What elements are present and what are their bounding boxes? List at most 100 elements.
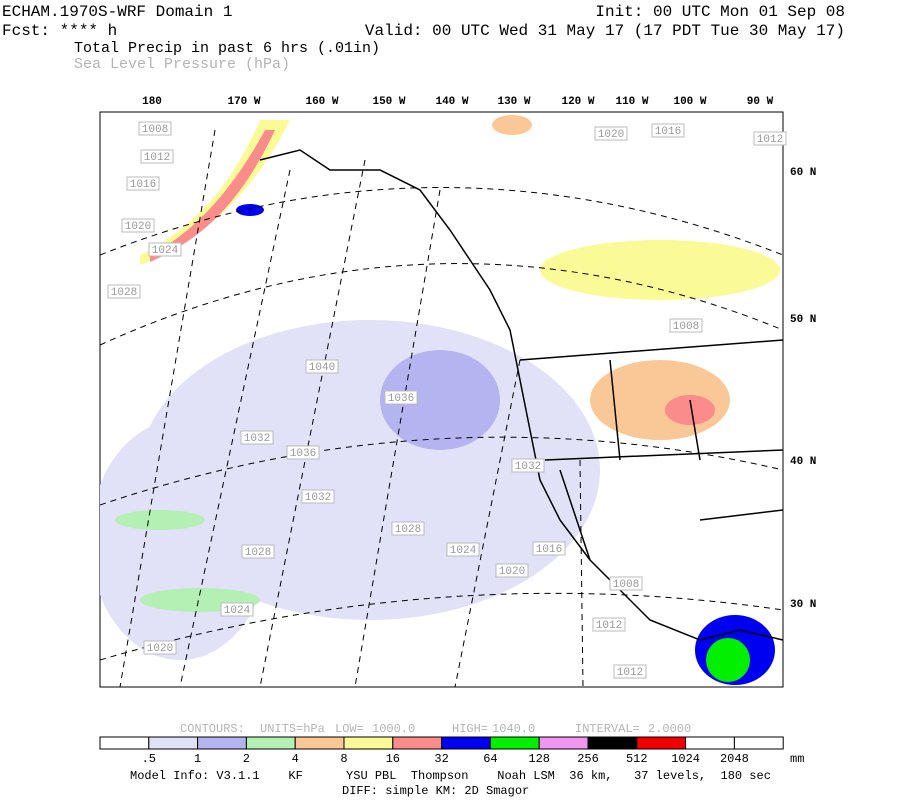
precip-area	[492, 115, 532, 135]
contour-label-box	[753, 131, 787, 146]
contour-label-box	[121, 218, 155, 233]
contour-label: 1012	[144, 152, 170, 164]
contour-label-box	[126, 176, 160, 191]
longitude-label: 120 W	[561, 96, 594, 108]
contour-high-label: HIGH=	[452, 722, 488, 736]
precip-core	[236, 204, 264, 216]
contour-label: 1008	[673, 321, 699, 333]
precip-core	[706, 638, 750, 682]
contour-label: 1024	[450, 545, 477, 557]
contour-label: 1028	[111, 287, 137, 299]
latitude-label: 50 N	[790, 314, 816, 326]
contour-label-box	[107, 284, 141, 299]
contour-label-box	[240, 430, 274, 445]
colorbar-label: 8	[340, 752, 347, 766]
latitude-label: 30 N	[790, 599, 816, 611]
colorbar: .5 1 2 4 8 16 32 64 128 256 512 1024 2048	[99, 736, 784, 766]
colorbar-swatch	[148, 736, 199, 750]
valid-time: Valid: 00 UTC Wed 31 May 17 (17 PDT Tue …	[365, 22, 845, 40]
longitude-label: 140 W	[435, 96, 468, 108]
colorbar-label: 1024	[671, 752, 700, 766]
forecast-hour: Fcst: **** h	[2, 22, 117, 40]
contour-label: 1020	[147, 643, 173, 655]
contour-label: 1028	[245, 547, 271, 559]
colorbar-label: 128	[528, 752, 550, 766]
contour-low-label: LOW=	[335, 722, 364, 736]
contour-label: 1012	[617, 667, 643, 679]
contour-label: 1012	[757, 134, 783, 146]
contour-label: 1020	[125, 221, 151, 233]
longitude-label: 100 W	[673, 96, 706, 108]
colorbar-swatch	[294, 736, 345, 750]
contour-label: 1020	[598, 129, 624, 141]
colorbar-swatch	[685, 736, 735, 750]
colorbar-swatch	[587, 736, 638, 750]
precip-area	[100, 420, 270, 660]
contour-label: 1020	[499, 566, 525, 578]
footer-diff: DIFF: simple KM: 2D Smagor	[342, 784, 529, 798]
graticule	[100, 129, 783, 687]
model-title: ECHAM.1970S-WRF Domain 1	[2, 3, 232, 21]
contour-labels: 1008101210161020102410281040103610321036…	[107, 121, 787, 679]
colorbar-swatch	[733, 736, 784, 750]
contour-label-box	[384, 390, 418, 405]
contour-label: 1016	[536, 544, 562, 556]
colorbar-swatch	[538, 736, 589, 750]
field-slp: Sea Level Pressure (hPa)	[74, 56, 290, 73]
contour-label-box	[140, 149, 174, 164]
longitude-label: 90 W	[747, 96, 774, 108]
contour-label-box	[592, 617, 626, 632]
colorbar-label: 64	[483, 752, 497, 766]
colorbar-label: 32	[434, 752, 448, 766]
contour-label-box	[286, 445, 320, 460]
contour-label: 1040	[309, 362, 335, 374]
contour-label-box	[669, 318, 703, 333]
contour-caption: CONTOURS:	[180, 722, 245, 736]
colorbar-label: .5	[142, 752, 156, 766]
longitude-label: 130 W	[497, 96, 530, 108]
coastline	[259, 149, 783, 641]
colorbar-label: 4	[292, 752, 299, 766]
latitude-label: 60 N	[790, 167, 816, 179]
colorbar-label: 1	[194, 752, 201, 766]
colorbar-label: 16	[386, 752, 400, 766]
colorbar-label: 256	[577, 752, 599, 766]
contour-label: 1028	[395, 524, 421, 536]
contour-units: UNITS=hPa	[260, 722, 325, 736]
contour-label-box	[301, 489, 335, 504]
contour-label-box	[148, 242, 182, 257]
contour-label-box	[305, 359, 339, 374]
borders	[519, 339, 783, 561]
longitude-labels: 180 170 W 160 W 150 W 140 W 130 W 120 W 110 W 10…	[142, 96, 774, 108]
contour-label-box	[391, 521, 425, 536]
contour-label-box	[532, 541, 566, 556]
contour-label-box	[594, 126, 628, 141]
init-time: Init: 00 UTC Mon 01 Sep 08	[595, 3, 845, 21]
colorbar-swatch	[343, 736, 394, 750]
colorbar-label: 2	[243, 752, 250, 766]
precip-area	[540, 240, 780, 300]
colorbar-label: 512	[626, 752, 648, 766]
longitude-label: 170 W	[227, 96, 260, 108]
map: 180 170 W 160 W 150 W 140 W 130 W 120 W 110 W 10…	[99, 96, 816, 688]
contour-label-box	[143, 640, 177, 655]
contour-label: 1012	[596, 620, 622, 632]
contour-label-box	[495, 563, 529, 578]
contour-info: CONTOURS: UNITS=hPa LOW= 1000.0 HIGH= 10…	[180, 722, 691, 736]
colorbar-swatch	[489, 736, 540, 750]
longitude-label: 150 W	[372, 96, 405, 108]
contour-label: 1024	[152, 245, 179, 257]
longitude-label: 180	[142, 96, 162, 108]
contour-label: 1008	[142, 124, 168, 136]
contour-label: 1032	[244, 433, 270, 445]
colorbar-swatch	[441, 736, 491, 750]
contour-label-box	[651, 123, 685, 138]
contour-label-box	[446, 542, 480, 557]
precip-area	[380, 350, 500, 450]
contour-label-box	[511, 458, 545, 473]
colorbar-swatch	[392, 736, 443, 750]
longitude-label: 160 W	[305, 96, 338, 108]
precip-area	[665, 395, 715, 425]
contour-high: 1040.0	[492, 722, 535, 736]
